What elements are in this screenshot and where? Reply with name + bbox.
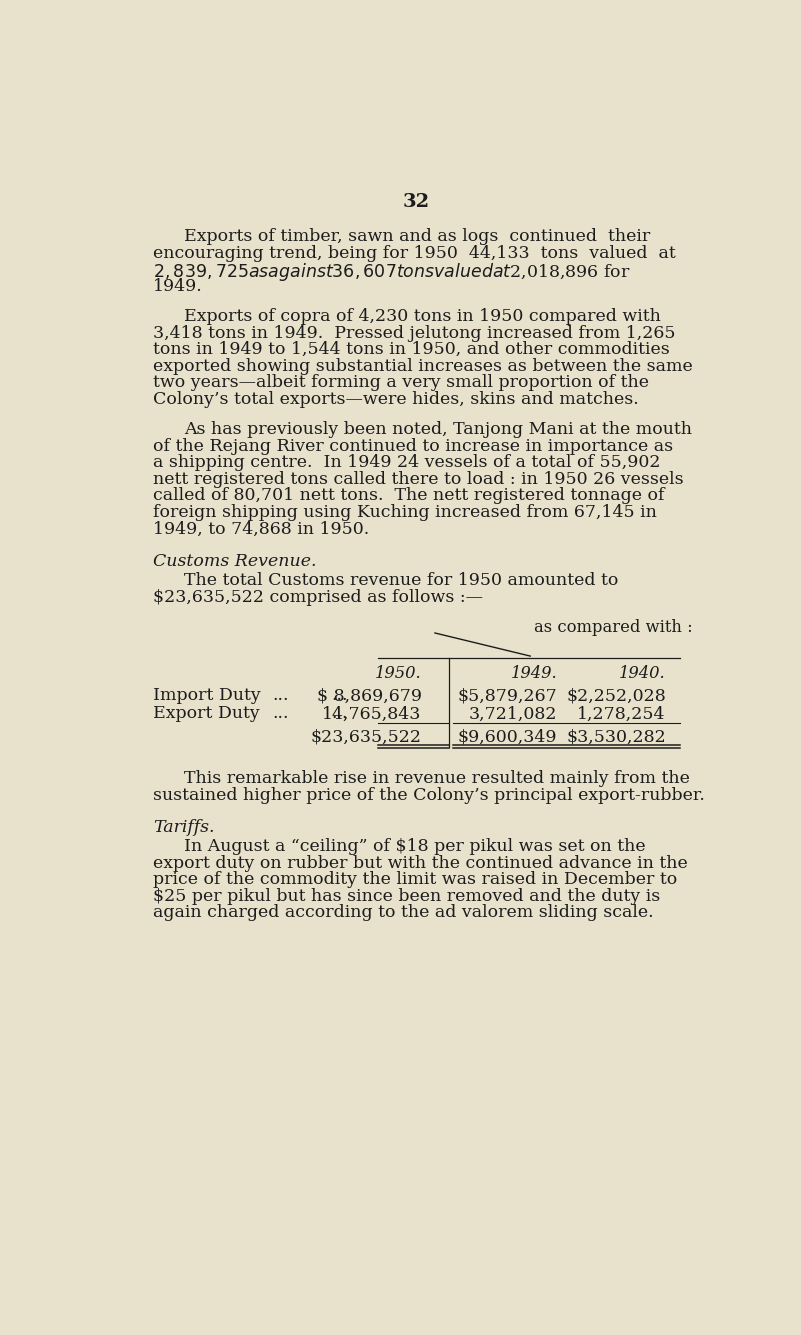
Text: Colony’s total exports—were hides, skins and matches.: Colony’s total exports—were hides, skins…: [153, 391, 638, 407]
Text: 14,765,843: 14,765,843: [322, 705, 422, 722]
Text: ...: ...: [272, 688, 288, 705]
Text: of the Rejang River continued to increase in importance as: of the Rejang River continued to increas…: [153, 438, 673, 455]
Text: 3,721,082: 3,721,082: [469, 705, 557, 722]
Text: The total Customs revenue for 1950 amounted to: The total Customs revenue for 1950 amoun…: [183, 573, 618, 589]
Text: 1949.: 1949.: [510, 665, 557, 682]
Text: nett registered tons called there to load : in 1950 26 vessels: nett registered tons called there to loa…: [153, 471, 683, 487]
Text: sustained higher price of the Colony’s principal export-rubber.: sustained higher price of the Colony’s p…: [153, 786, 705, 804]
Text: tons in 1949 to 1,544 tons in 1950, and other commodities: tons in 1949 to 1,544 tons in 1950, and …: [153, 342, 670, 358]
Text: 1,278,254: 1,278,254: [578, 705, 666, 722]
Text: again charged according to the ad valorem sliding scale.: again charged according to the ad valore…: [153, 904, 654, 921]
Text: encouraging trend, being for 1950  44,133  tons  valued  at: encouraging trend, being for 1950 44,133…: [153, 244, 675, 262]
Text: 3,418 tons in 1949.  Pressed jelutong increased from 1,265: 3,418 tons in 1949. Pressed jelutong inc…: [153, 324, 675, 342]
Text: a shipping centre.  In 1949 24 vessels of a total of 55,902: a shipping centre. In 1949 24 vessels of…: [153, 454, 660, 471]
Text: $23,635,522 comprised as follows :—: $23,635,522 comprised as follows :—: [153, 589, 483, 606]
Text: $9,600,349: $9,600,349: [458, 728, 557, 745]
Text: 1949.: 1949.: [153, 278, 203, 295]
Text: Customs Revenue.: Customs Revenue.: [153, 553, 316, 570]
Text: As has previously been noted, Tanjong Mani at the mouth: As has previously been noted, Tanjong Ma…: [183, 422, 692, 438]
Text: $2,839,725 as against 36,607 tons valued at $2,018,896 for: $2,839,725 as against 36,607 tons valued…: [153, 262, 630, 283]
Text: two years—albeit forming a very small proportion of the: two years—albeit forming a very small pr…: [153, 374, 649, 391]
Text: Export Duty: Export Duty: [153, 705, 260, 722]
Text: $25 per pikul but has since been removed and the duty is: $25 per pikul but has since been removed…: [153, 888, 660, 905]
Text: price of the commodity the limit was raised in December to: price of the commodity the limit was rai…: [153, 872, 677, 888]
Text: This remarkable rise in revenue resulted mainly from the: This remarkable rise in revenue resulted…: [183, 770, 690, 788]
Text: 1940.: 1940.: [619, 665, 666, 682]
Text: Exports of copra of 4,230 tons in 1950 compared with: Exports of copra of 4,230 tons in 1950 c…: [183, 308, 661, 324]
Text: 32: 32: [403, 192, 430, 211]
Text: 1949, to 74,868 in 1950.: 1949, to 74,868 in 1950.: [153, 521, 369, 538]
Text: $3,530,282: $3,530,282: [566, 728, 666, 745]
Text: $2,252,028: $2,252,028: [566, 688, 666, 705]
Text: 1950.: 1950.: [375, 665, 422, 682]
Text: $ 8,869,679: $ 8,869,679: [316, 688, 422, 705]
Text: ...: ...: [331, 705, 348, 722]
Text: Exports of timber, sawn and as logs  continued  their: Exports of timber, sawn and as logs cont…: [183, 228, 650, 244]
Text: as compared with :: as compared with :: [534, 619, 693, 635]
Text: In August a “ceiling” of $18 per pikul was set on the: In August a “ceiling” of $18 per pikul w…: [183, 838, 646, 856]
Text: Import Duty: Import Duty: [153, 688, 260, 705]
Text: $23,635,522: $23,635,522: [311, 728, 422, 745]
Text: exported showing substantial increases as between the same: exported showing substantial increases a…: [153, 358, 693, 375]
Text: ...: ...: [331, 688, 348, 705]
Text: called of 80,701 nett tons.  The nett registered tonnage of: called of 80,701 nett tons. The nett reg…: [153, 487, 664, 505]
Text: $5,879,267: $5,879,267: [457, 688, 557, 705]
Text: ...: ...: [272, 705, 288, 722]
Text: export duty on rubber but with the continued advance in the: export duty on rubber but with the conti…: [153, 854, 687, 872]
Text: foreign shipping using Kuching increased from 67,145 in: foreign shipping using Kuching increased…: [153, 505, 657, 521]
Text: Tariffs.: Tariffs.: [153, 818, 215, 836]
